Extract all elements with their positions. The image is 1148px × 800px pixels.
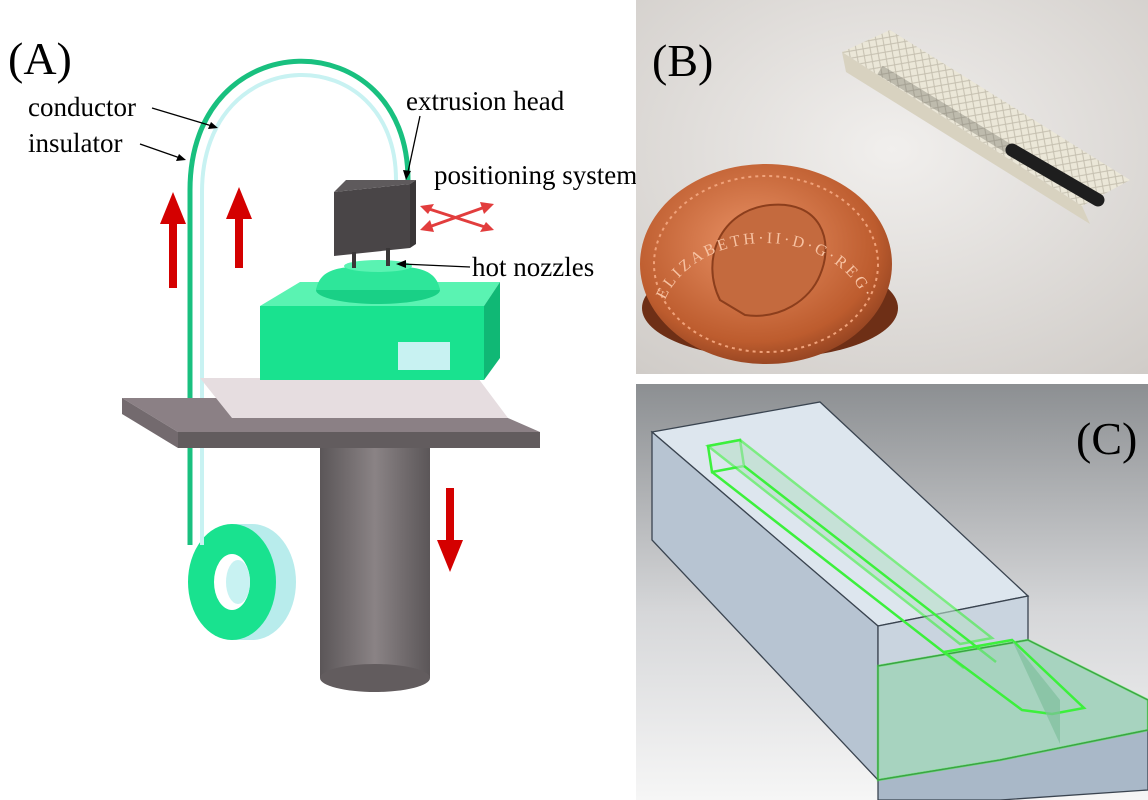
insulator-label: insulator [28,128,123,158]
panel-c: (C) [636,384,1148,800]
cad-channel [705,438,1148,782]
printed-object [260,260,500,380]
down-arrow-icon [437,488,463,572]
panel-b-label: (B) [652,35,713,86]
up-arrow-icon [160,192,186,288]
panel-a-label: (A) [8,33,72,84]
conductor-label: conductor [28,92,136,122]
support-column [320,430,430,692]
filaments [187,58,411,545]
extrusion-head [334,180,416,268]
build-platform [122,378,540,448]
printed-sample [842,30,1130,224]
panel-a: (A) conductor insulator extrusion head p… [8,33,637,692]
leader-lines [139,107,471,268]
cross-arrows-icon [420,202,494,232]
positioning-system-label: positioning system [434,160,637,190]
hot-nozzles-label: hot nozzles [472,252,594,282]
filament-spool [188,524,296,640]
panel-c-label: (C) [1076,413,1137,464]
extrusion-head-label: extrusion head [406,86,565,116]
up-arrow-icon [226,187,252,268]
